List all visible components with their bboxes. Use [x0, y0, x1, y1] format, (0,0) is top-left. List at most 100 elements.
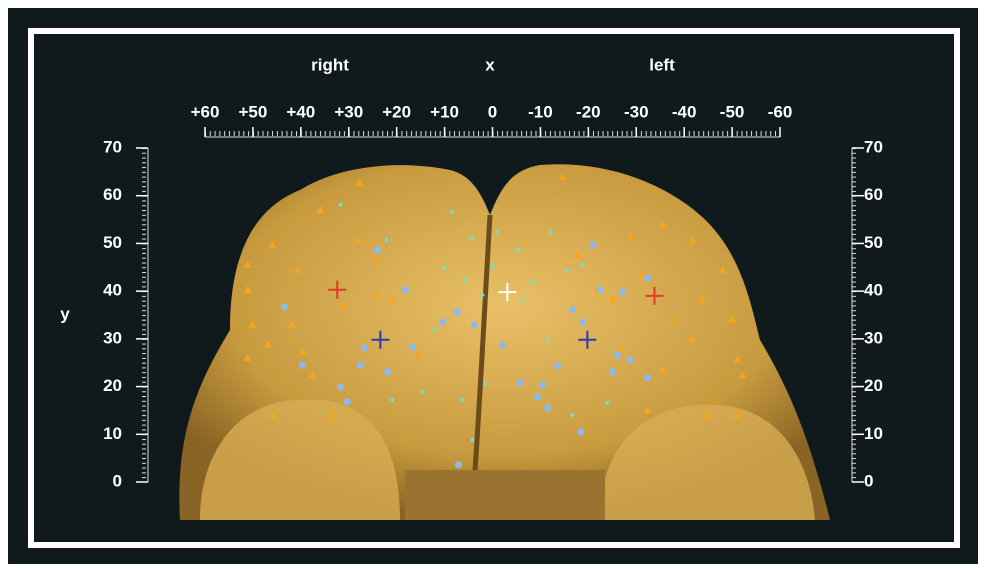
y-tick-label: 20 [103, 376, 122, 395]
triangle-point [328, 411, 337, 419]
triangle-point [248, 321, 257, 329]
diamond-point [570, 412, 576, 418]
triangle-point [608, 295, 617, 303]
triangle-point [316, 206, 325, 214]
triangle-point [658, 365, 667, 373]
circle-point [356, 361, 364, 369]
triangle-point [243, 353, 252, 361]
triangle-point [728, 315, 737, 323]
cross-point [328, 280, 347, 299]
x-tick-label: -10 [528, 102, 553, 121]
triangle-point [703, 411, 712, 419]
triangle-point [638, 270, 647, 278]
cross-point [498, 283, 517, 302]
cross-point [371, 330, 390, 349]
triangle-point [573, 250, 582, 258]
diamond-point [520, 297, 526, 303]
triangle-point [558, 173, 567, 181]
triangle-point [733, 411, 742, 419]
x-tick-label: +60 [191, 102, 220, 121]
triangle-point [733, 355, 742, 363]
y-tick-label: 40 [864, 281, 883, 300]
triangle-point [626, 232, 635, 240]
diamond-point [442, 265, 448, 271]
circle-point [613, 351, 622, 359]
circle-point [298, 361, 306, 369]
x-axis-label: x [485, 55, 495, 74]
x-tick-label: -30 [624, 102, 649, 121]
diamond-point [547, 229, 553, 235]
y-minor-ticks-right [852, 148, 858, 482]
circle-point [360, 344, 369, 352]
triangle-point [293, 266, 302, 274]
x-tick-label: -60 [768, 102, 793, 121]
diamond-point [449, 209, 455, 215]
annotation: right [311, 55, 349, 74]
triangle-point [308, 371, 317, 379]
diamond-point [479, 292, 485, 298]
y-tick-label: 30 [864, 328, 883, 347]
triangle-point [338, 300, 347, 308]
x-tick-label: +40 [286, 102, 315, 121]
diamond-point [530, 279, 536, 285]
circle-point [280, 303, 289, 311]
y-tick-label: 0 [113, 471, 122, 490]
y-tick-label: 20 [864, 376, 883, 395]
circle-point [577, 428, 585, 436]
circle-point [383, 368, 392, 376]
triangle-point [298, 347, 307, 355]
triangle-point [243, 285, 252, 293]
y-axis-label: y [60, 304, 70, 323]
y-tick-label: 40 [103, 281, 122, 300]
circle-point [516, 379, 524, 387]
y-tick-label: 50 [864, 233, 883, 252]
x-tick-label: -40 [672, 102, 697, 121]
diamond-point [432, 327, 438, 333]
diamond-point [605, 400, 610, 406]
diamond-point [580, 262, 586, 268]
x-tick-label: +20 [382, 102, 411, 121]
y-tick-label: 10 [103, 424, 122, 443]
circle-point [498, 341, 507, 349]
circle-point [439, 318, 447, 326]
x-tick-label: 0 [488, 102, 497, 121]
circle-point [373, 246, 382, 254]
triangle-point [688, 335, 697, 343]
annotation: left [649, 55, 675, 74]
diamond-point [545, 337, 551, 343]
triangle-point [355, 178, 364, 186]
triangle-point [388, 295, 397, 303]
diamond-point [469, 235, 475, 241]
diamond-point [420, 389, 426, 395]
diamond-point [459, 397, 465, 403]
circle-point [470, 321, 478, 329]
circle-point [568, 306, 577, 314]
y-tick-label: 70 [103, 137, 122, 156]
triangle-point [688, 236, 697, 244]
diamond-point [389, 397, 395, 403]
y-tick-label: 30 [103, 328, 122, 347]
y-minor-ticks-left [142, 148, 148, 482]
y-tick-label: 60 [864, 185, 883, 204]
circle-point [343, 398, 351, 406]
circle-point [554, 362, 562, 370]
diamond-point [565, 267, 571, 273]
circle-point [453, 308, 462, 316]
diamond-point [490, 264, 495, 270]
circle-point [644, 374, 652, 382]
triangle-point [718, 266, 727, 274]
triangle-point [288, 321, 297, 329]
y-tick-label: 50 [103, 233, 122, 252]
diamond-point [494, 229, 500, 235]
x-tick-label: +30 [334, 102, 363, 121]
circle-point [408, 343, 417, 351]
x-tick-label: -20 [576, 102, 601, 121]
x-tick-label: +10 [430, 102, 459, 121]
triangle-point [668, 315, 677, 323]
triangle-point [373, 290, 382, 298]
diamond-point [469, 437, 475, 443]
diamond-point [384, 237, 390, 243]
circle-point [544, 404, 552, 412]
